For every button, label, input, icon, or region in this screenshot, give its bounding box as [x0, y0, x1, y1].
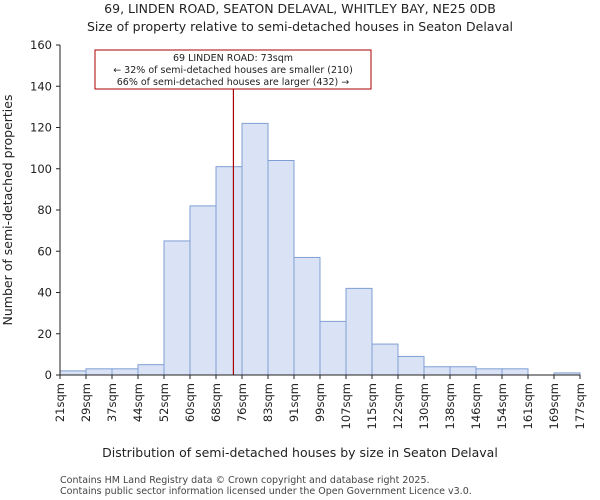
annotation-line-3: 66% of semi-detached houses are larger (… — [117, 77, 350, 88]
y-tick-label: 160 — [30, 38, 52, 52]
y-tick-label: 80 — [37, 203, 52, 217]
annotation-border — [94, 49, 372, 90]
bar-138sqm — [449, 366, 477, 376]
x-tick-label: 52sqm — [157, 383, 171, 422]
x-tick-label: 76sqm — [235, 383, 249, 422]
x-tick-label: 169sqm — [547, 383, 561, 429]
x-tick-label: 154sqm — [495, 383, 509, 429]
bar-91sqm — [293, 256, 321, 376]
footer-line-2: Contains public sector information licen… — [60, 486, 472, 497]
bar-68sqm — [215, 166, 243, 376]
bar-130sqm — [423, 366, 451, 376]
y-tick-label: 20 — [37, 327, 52, 341]
bar-29sqm — [85, 368, 113, 376]
x-tick-label: 161sqm — [521, 383, 535, 429]
bar-37sqm — [111, 368, 139, 376]
x-tick-label: 130sqm — [417, 383, 431, 429]
x-tick-label: 21sqm — [53, 383, 67, 422]
x-tick-label: 60sqm — [183, 383, 197, 422]
chart-subtitle: Size of property relative to semi-detach… — [87, 19, 513, 34]
bar-146sqm — [475, 368, 503, 376]
x-tick-label: 115sqm — [365, 383, 379, 429]
y-tick-label: 100 — [30, 162, 52, 176]
x-tick-label: 107sqm — [339, 383, 353, 429]
bar-21sqm — [59, 370, 87, 376]
annotation-box: 69 LINDEN ROAD: 73sqm ← 32% of semi-deta… — [94, 49, 372, 90]
y-tick-label: 120 — [30, 121, 52, 135]
bars-group — [59, 122, 581, 376]
x-tick-label: 44sqm — [131, 383, 145, 422]
x-tick-label: 29sqm — [79, 383, 93, 422]
annotation-line-1: 69 LINDEN ROAD: 73sqm — [173, 53, 293, 64]
bar-52sqm — [163, 240, 191, 376]
x-tick-label: 138sqm — [443, 383, 457, 429]
x-tick-label: 83sqm — [261, 383, 275, 422]
x-axis-title: Distribution of semi-detached houses by … — [102, 445, 498, 460]
bar-122sqm — [397, 355, 425, 376]
x-tick-label: 177sqm — [573, 383, 587, 429]
bar-44sqm — [137, 364, 165, 376]
x-tick-label: 68sqm — [209, 383, 223, 422]
x-tick-label: 37sqm — [105, 383, 119, 422]
footer-line-1: Contains HM Land Registry data © Crown c… — [60, 475, 430, 486]
bar-115sqm — [371, 343, 399, 376]
y-axis-title: Number of semi-detached properties — [0, 95, 15, 326]
x-tick-label: 91sqm — [287, 383, 301, 422]
x-tick-label: 99sqm — [313, 383, 327, 422]
axes-group: 0 20 40 60 80 100 120 140 160 21sqm 29sqm 37sqm 44sq… — [30, 38, 587, 429]
annotation-line-2: ← 32% of semi-detached houses are smalle… — [113, 65, 353, 76]
bar-154sqm — [501, 368, 529, 376]
bar-107sqm — [345, 287, 373, 376]
y-tick-label: 40 — [37, 286, 52, 300]
y-tick-label: 140 — [30, 79, 52, 93]
bar-99sqm — [319, 320, 347, 376]
bar-76sqm — [241, 122, 269, 376]
x-tick-label: 122sqm — [391, 383, 405, 429]
bar-60sqm — [189, 205, 217, 376]
bar-83sqm — [267, 160, 295, 376]
chart-title: 69, LINDEN ROAD, SEATON DELAVAL, WHITLEY… — [104, 1, 496, 16]
y-tick-label: 60 — [37, 244, 52, 258]
y-tick-label: 0 — [45, 368, 52, 382]
x-tick-label: 146sqm — [469, 383, 483, 429]
